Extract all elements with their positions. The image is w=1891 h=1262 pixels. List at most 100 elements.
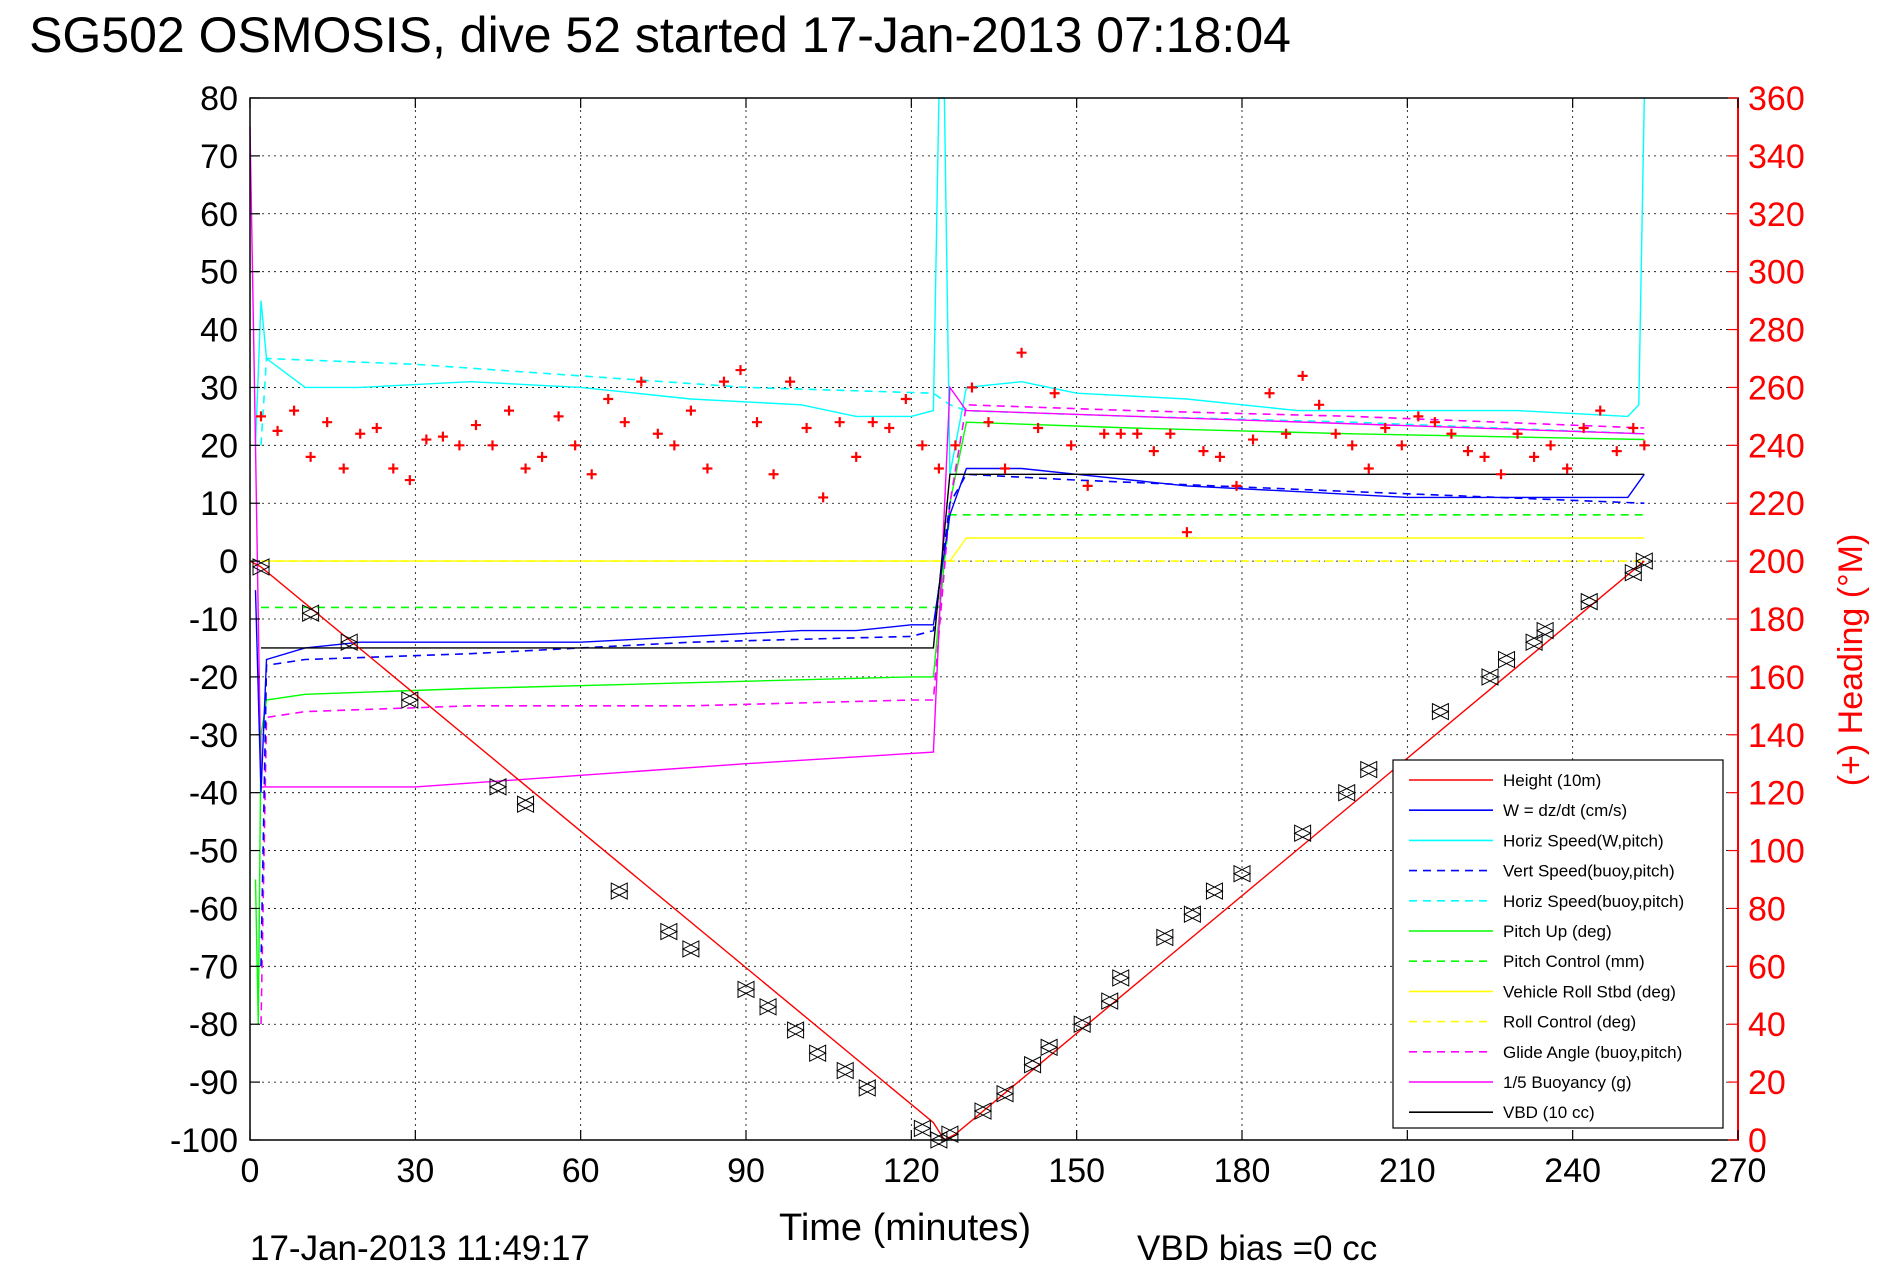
- depth-marker: [836, 1061, 855, 1080]
- heading-marker: [1413, 411, 1424, 422]
- heading-marker: [454, 440, 465, 451]
- x-tick-label: 210: [1379, 1152, 1436, 1190]
- depth-marker: [995, 1084, 1015, 1103]
- y-axis-ticks: 80 70 60 50 40 30 20 10 0 -10 -20 -30 -40 -50 -60 -70 -8…: [170, 80, 260, 1160]
- right-axis-label: (+) Heading (°M): [1832, 534, 1870, 787]
- heading-marker: [404, 475, 415, 486]
- depth-marker: [758, 998, 778, 1016]
- legend-entry: 1/5 Buoyancy (g): [1503, 1073, 1632, 1092]
- depth-marker: [1624, 563, 1643, 582]
- y-tick-label: 10: [200, 485, 238, 523]
- depth-marker: [1580, 592, 1599, 611]
- x-axis-ticks: 0 30 60 90 120 150 180 210 240 270: [241, 98, 1766, 1190]
- heading-marker: [702, 463, 713, 474]
- heading-marker: [1347, 440, 1358, 451]
- legend-entry: Pitch Control (mm): [1503, 952, 1645, 971]
- heading-marker: [553, 411, 564, 422]
- x-tick-label: 0: [241, 1152, 260, 1190]
- heading-marker: [718, 376, 729, 387]
- heading-marker: [768, 469, 779, 480]
- y-tick-label: -50: [189, 833, 238, 871]
- depth-marker: [1155, 928, 1174, 947]
- y-tick-label: -10: [189, 601, 238, 639]
- heading-marker: [652, 428, 663, 439]
- heading-marker: [1314, 399, 1325, 410]
- right-tick-label: 40: [1748, 1006, 1786, 1044]
- heading-marker: [1181, 527, 1192, 538]
- legend-box: [1392, 759, 1724, 1129]
- heading-marker: [966, 382, 977, 393]
- heading-marker: [1512, 428, 1523, 439]
- depth-marker: [1100, 992, 1119, 1010]
- depth-marker: [681, 940, 701, 958]
- heading-marker: [900, 394, 911, 405]
- heading-marker: [685, 405, 696, 416]
- y-tick-label: 80: [200, 80, 238, 118]
- right-tick-label: 0: [1748, 1122, 1767, 1160]
- heading-marker: [338, 463, 349, 474]
- legend-entry: Vert Speed(buoy,pitch): [1503, 862, 1675, 881]
- right-tick-label: 220: [1748, 485, 1805, 523]
- heading-marker: [933, 463, 944, 474]
- y-tick-label: 50: [200, 254, 238, 292]
- heading-marker: [1082, 480, 1093, 491]
- y-tick-label: -30: [189, 717, 238, 755]
- depth-marker: [1111, 969, 1130, 987]
- x-tick-label: 90: [727, 1152, 765, 1190]
- heading-marker: [388, 463, 399, 474]
- depth-markers: [251, 552, 1654, 1149]
- heading-marker: [371, 422, 382, 433]
- right-tick-label: 140: [1748, 717, 1805, 755]
- depth-marker: [1293, 824, 1312, 842]
- depth-marker: [973, 1102, 993, 1120]
- heading-marker: [735, 365, 746, 376]
- heading-marker: [619, 417, 630, 428]
- legend-entry: Glide Angle (buoy,pitch): [1503, 1043, 1682, 1062]
- heading-marker: [256, 411, 267, 422]
- heading-marker: [1330, 428, 1341, 439]
- legend-entry: Height (10m): [1503, 771, 1601, 790]
- heading-marker: [421, 434, 432, 445]
- heading-marker: [752, 417, 763, 428]
- depth-marker: [1635, 552, 1654, 570]
- y-tick-label: -60: [189, 890, 238, 928]
- heading-marker: [1529, 451, 1540, 462]
- heading-marker: [851, 451, 862, 462]
- right-tick-label: 100: [1748, 833, 1805, 871]
- heading-marker: [1066, 440, 1077, 451]
- heading-marker: [1165, 428, 1176, 439]
- heading-marker: [1446, 428, 1457, 439]
- heading-marker: [950, 440, 961, 451]
- x-tick-label: 240: [1544, 1152, 1601, 1190]
- right-tick-label: 60: [1748, 948, 1786, 986]
- y-tick-label: -40: [189, 775, 238, 813]
- heading-marker: [1049, 388, 1060, 399]
- y-tick-label: -70: [189, 948, 238, 986]
- heading-marker: [1628, 422, 1639, 433]
- heading-marker: [1033, 422, 1044, 433]
- y-tick-label: -90: [189, 1064, 238, 1102]
- timestamp-footer: 17-Jan-2013 11:49:17: [250, 1229, 590, 1262]
- y-tick-label: -20: [189, 659, 238, 697]
- depth-marker: [1183, 905, 1202, 924]
- heading-marker: [1231, 480, 1242, 491]
- heading-marker: [1214, 451, 1225, 462]
- legend-entry: Vehicle Roll Stbd (deg): [1503, 982, 1676, 1001]
- depth-marker: [808, 1044, 827, 1062]
- x-tick-label: 150: [1048, 1152, 1105, 1190]
- heading-marker: [1115, 428, 1126, 439]
- right-tick-label: 200: [1748, 543, 1805, 581]
- y-tick-label: -100: [170, 1122, 238, 1160]
- y-tick-label: 30: [200, 369, 238, 407]
- heading-marker: [1396, 440, 1407, 451]
- heading-marker: [1132, 428, 1143, 439]
- heading-marker: [603, 394, 614, 405]
- right-tick-label: 20: [1748, 1064, 1786, 1102]
- depth-marker: [736, 980, 756, 999]
- heading-marker: [1000, 463, 1011, 474]
- x-axis-label: Time (minutes): [779, 1207, 1031, 1249]
- heading-markers: [256, 347, 1650, 538]
- heading-marker: [1264, 388, 1275, 399]
- legend-entry: VBD (10 cc): [1503, 1103, 1595, 1122]
- depth-marker: [488, 778, 508, 796]
